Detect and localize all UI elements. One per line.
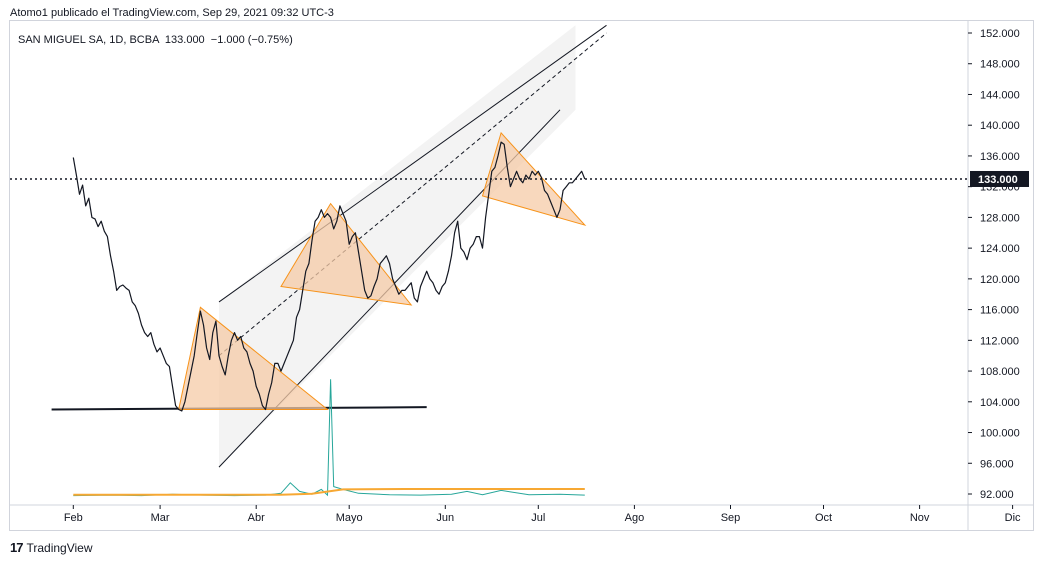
y-tick-label: 104.000 [980, 397, 1020, 409]
volume-line [73, 379, 585, 497]
triangle-pattern-2 [280, 202, 413, 306]
volume-ma-line [73, 488, 585, 496]
x-tick-label: Dic [1005, 512, 1021, 524]
last-price-tag [970, 170, 1029, 187]
y-tick-label: 152.000 [980, 28, 1020, 40]
y-tick-label: 108.000 [980, 366, 1020, 378]
y-tick-label: 128.000 [980, 212, 1020, 224]
x-tick-label: Feb [64, 512, 83, 524]
y-tick-label: 112.000 [980, 335, 1019, 347]
tradingview-brand: TradingView [26, 540, 93, 555]
y-tick-label: 124.000 [980, 243, 1020, 255]
y-tick-label: 92.000 [980, 489, 1014, 501]
pattern-layer [178, 131, 587, 410]
y-tick-label: 100.000 [980, 428, 1020, 440]
price-layer [10, 141, 968, 412]
price-line [72, 141, 586, 412]
channel-mid-dashed-line [218, 32, 607, 357]
x-tick-label: Abr [248, 512, 265, 524]
y-tick-label: 96.000 [980, 458, 1014, 470]
y-tick-label: 140.000 [980, 120, 1020, 132]
x-tick-label: Oct [815, 512, 832, 524]
x-tick-label: Nov [910, 512, 930, 524]
x-tick-label: Mayo [336, 512, 363, 524]
x-tick-label: Jul [531, 512, 545, 524]
triangle-pattern-3 [481, 131, 587, 227]
x-tick-label: Jun [436, 512, 454, 524]
y-tick-label: 148.000 [980, 59, 1020, 71]
axis-layer: 152.000148.000144.000140.000136.000132.0… [10, 21, 1034, 531]
symbol-legend: SAN MIGUEL SA, 1D, BCBA 133.000 −1.000 (… [18, 34, 293, 46]
volume-layer [73, 379, 585, 497]
y-tick-label: 116.000 [980, 305, 1019, 317]
y-tick-label: 144.000 [980, 89, 1020, 101]
publish-attribution: Atomo1 publicado el TradingView.com, Sep… [10, 7, 334, 19]
x-tick-label: Ago [625, 512, 645, 524]
chart-frame [9, 20, 1034, 531]
x-tick-label: Sep [721, 512, 741, 524]
tradingview-logo-icon: 17 [10, 540, 24, 555]
tradingview-footer: 17 TradingView [10, 540, 93, 555]
last-price-tag-label: 133.000 [978, 174, 1018, 186]
y-tick-label: 136.000 [980, 151, 1020, 163]
triangle-pattern-1 [178, 306, 329, 410]
y-tick-label: 120.000 [980, 274, 1020, 286]
channel-upper-line [218, 24, 607, 303]
channel-fill [219, 25, 576, 468]
x-tick-label: Mar [151, 512, 170, 524]
